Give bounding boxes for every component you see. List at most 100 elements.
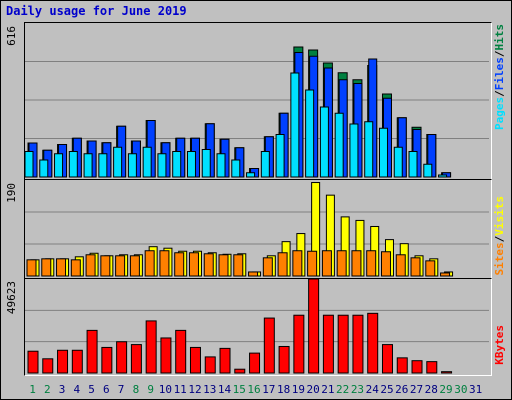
bar-sites-10 <box>159 250 170 277</box>
bar-pages-8 <box>127 153 137 178</box>
bar-kbytes-28 <box>426 361 438 374</box>
bar-sites-12 <box>188 252 199 277</box>
day-label-30: 30 <box>454 383 468 396</box>
bar-pages-15 <box>231 159 241 178</box>
bar-pages-6 <box>98 153 108 178</box>
bar-kbytes-13 <box>204 356 216 374</box>
bar-sites-5 <box>85 254 96 277</box>
bar-sites-18 <box>277 252 288 277</box>
bar-sites-11 <box>174 252 185 277</box>
bar-pages-14 <box>216 153 226 178</box>
bar-kbytes-23 <box>352 314 364 374</box>
bar-kbytes-9 <box>145 320 157 374</box>
bar-kbytes-7 <box>116 341 128 374</box>
bar-kbytes-6 <box>101 346 113 374</box>
day-label-3: 3 <box>58 383 66 396</box>
bar-kbytes-29 <box>441 371 453 374</box>
day-label-24: 24 <box>365 383 379 396</box>
bar-sites-3 <box>56 258 67 277</box>
bar-sites-6 <box>100 255 111 277</box>
bar-pages-27 <box>408 151 418 178</box>
bar-pages-16 <box>246 172 256 178</box>
bar-pages-29 <box>438 174 448 178</box>
bar-pages-5 <box>83 153 93 178</box>
bar-sites-29 <box>440 272 451 277</box>
bar-sites-20 <box>307 250 318 277</box>
bar-kbytes-16 <box>249 352 261 374</box>
bar-kbytes-24 <box>367 312 379 374</box>
day-label-13: 13 <box>203 383 217 396</box>
day-label-23: 23 <box>350 383 365 396</box>
bar-kbytes-8 <box>130 344 142 374</box>
bar-pages-9 <box>142 146 152 178</box>
bar-pages-17 <box>260 151 270 178</box>
day-label-18: 18 <box>276 383 291 396</box>
bar-sites-1 <box>26 259 37 277</box>
bar-sites-9 <box>144 250 155 277</box>
bar-sites-19 <box>292 250 303 277</box>
bar-sites-23 <box>351 250 362 277</box>
bar-sites-2 <box>41 258 52 277</box>
bar-kbytes-4 <box>71 349 83 374</box>
bar-kbytes-17 <box>263 317 275 374</box>
bar-pages-23 <box>349 123 359 178</box>
bar-sites-13 <box>203 253 214 277</box>
day-label-9: 9 <box>147 383 154 396</box>
bar-sites-17 <box>262 257 273 277</box>
bar-kbytes-27 <box>411 360 423 374</box>
day-label-16: 16 <box>247 383 261 396</box>
bar-sites-28 <box>425 260 436 277</box>
bar-kbytes-10 <box>160 337 172 374</box>
chart-title: Daily usage for June 2019 <box>6 4 187 18</box>
bar-pages-19 <box>290 72 300 178</box>
bar-sites-27 <box>410 257 421 277</box>
bar-sites-7 <box>115 255 126 277</box>
bar-sites-8 <box>129 255 140 277</box>
day-label-19: 19 <box>291 383 305 396</box>
bar-pages-22 <box>334 112 344 178</box>
day-label-25: 25 <box>380 383 394 396</box>
day-label-17: 17 <box>262 383 276 396</box>
bar-kbytes-2 <box>42 358 54 374</box>
bar-pages-11 <box>172 151 182 178</box>
bar-sites-4 <box>70 259 81 277</box>
bar-sites-24 <box>366 250 377 277</box>
bar-sites-15 <box>233 254 244 277</box>
bar-pages-12 <box>186 151 196 178</box>
bar-kbytes-20 <box>308 278 320 374</box>
day-label-11: 11 <box>173 383 187 396</box>
day-label-14: 14 <box>217 383 232 396</box>
bar-pages-21 <box>319 106 329 178</box>
day-label-28: 28 <box>424 383 438 396</box>
bar-pages-4 <box>68 151 78 178</box>
day-label-15: 15 <box>232 383 246 396</box>
bar-kbytes-25 <box>381 344 393 374</box>
bar-kbytes-14 <box>219 347 231 374</box>
bar-pages-25 <box>378 127 388 178</box>
bar-pages-28 <box>423 163 433 178</box>
bar-sites-16 <box>248 271 259 277</box>
bar-pages-10 <box>157 153 167 178</box>
bar-kbytes-19 <box>293 314 305 374</box>
day-label-2: 2 <box>43 383 51 396</box>
day-label-31: 31 <box>468 383 483 396</box>
bar-kbytes-26 <box>396 357 408 374</box>
day-label-21: 21 <box>321 383 335 396</box>
bar-pages-20 <box>305 89 315 178</box>
day-label-26: 26 <box>395 383 409 396</box>
bar-kbytes-1 <box>27 350 39 374</box>
day-label-20: 20 <box>306 383 320 396</box>
bar-kbytes-18 <box>278 345 290 374</box>
day-label-4: 4 <box>73 383 81 396</box>
bar-sites-14 <box>218 254 229 277</box>
bar-kbytes-22 <box>337 314 349 374</box>
bar-pages-24 <box>364 121 374 178</box>
bar-kbytes-5 <box>86 329 98 374</box>
bar-sites-22 <box>336 250 347 277</box>
day-label-5: 5 <box>88 383 95 396</box>
day-label-8: 8 <box>132 383 140 396</box>
bar-pages-26 <box>393 146 403 178</box>
bar-kbytes-12 <box>189 346 201 374</box>
bar-kbytes-11 <box>175 329 187 374</box>
